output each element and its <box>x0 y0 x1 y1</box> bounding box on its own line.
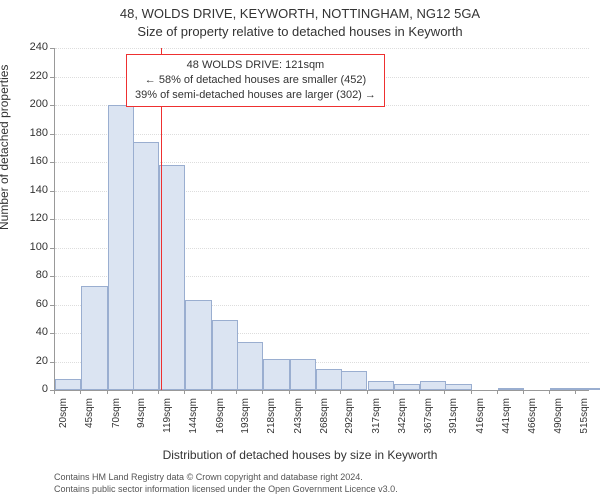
ytick-mark <box>50 191 54 192</box>
xtick-mark <box>419 390 420 394</box>
xtick-mark <box>497 390 498 394</box>
ytick-mark <box>50 276 54 277</box>
ytick-mark <box>50 134 54 135</box>
histogram-bar <box>108 105 134 390</box>
annotation-line2: ← 58% of detached houses are smaller (45… <box>135 73 376 88</box>
ytick-mark <box>50 219 54 220</box>
histogram-bar <box>368 381 394 390</box>
histogram-bar <box>550 388 576 390</box>
chart-title: 48, WOLDS DRIVE, KEYWORTH, NOTTINGHAM, N… <box>0 6 600 21</box>
ytick-mark <box>50 333 54 334</box>
xtick-mark <box>132 390 133 394</box>
histogram-bar <box>341 371 367 390</box>
annotation-line3: 39% of semi-detached houses are larger (… <box>135 88 376 103</box>
xtick-mark <box>54 390 55 394</box>
xtick-mark <box>236 390 237 394</box>
footer-line-1: Contains HM Land Registry data © Crown c… <box>54 472 363 482</box>
histogram-bar <box>498 388 524 390</box>
histogram-bar <box>81 286 107 390</box>
xtick-mark <box>523 390 524 394</box>
xtick-mark <box>289 390 290 394</box>
histogram-bar <box>316 369 342 390</box>
xtick-mark <box>158 390 159 394</box>
xtick-mark <box>393 390 394 394</box>
xtick-mark <box>444 390 445 394</box>
ytick-mark <box>50 248 54 249</box>
footer-line-2: Contains public sector information licen… <box>54 484 398 494</box>
histogram-bar <box>394 384 420 390</box>
histogram-bar <box>185 300 211 390</box>
y-axis-label: Number of detached properties <box>0 65 11 230</box>
histogram-bar <box>420 381 446 390</box>
ytick-mark <box>50 305 54 306</box>
ytick-mark <box>50 362 54 363</box>
xtick-mark <box>80 390 81 394</box>
xtick-mark <box>211 390 212 394</box>
chart-subtitle: Size of property relative to detached ho… <box>0 24 600 39</box>
gridline <box>55 48 589 49</box>
xtick-mark <box>367 390 368 394</box>
xtick-mark <box>549 390 550 394</box>
xtick-mark <box>262 390 263 394</box>
xtick-mark <box>315 390 316 394</box>
histogram-bar <box>237 342 263 390</box>
histogram-bar <box>445 384 471 390</box>
xtick-mark <box>107 390 108 394</box>
xtick-mark <box>340 390 341 394</box>
histogram-bar <box>576 388 600 390</box>
annotation-line1: 48 WOLDS DRIVE: 121sqm <box>135 58 376 73</box>
histogram-bar <box>212 320 238 390</box>
histogram-bar <box>290 359 316 390</box>
histogram-bar <box>263 359 289 390</box>
histogram-bar <box>159 165 185 390</box>
histogram-bar <box>133 142 159 390</box>
histogram-bar <box>55 379 81 390</box>
gridline <box>55 134 589 135</box>
x-axis-label: Distribution of detached houses by size … <box>0 448 600 462</box>
annotation-box: 48 WOLDS DRIVE: 121sqm ← 58% of detached… <box>126 54 385 107</box>
ytick-mark <box>50 48 54 49</box>
ytick-mark <box>50 162 54 163</box>
ytick-mark <box>50 105 54 106</box>
ytick-mark <box>50 77 54 78</box>
xtick-mark <box>471 390 472 394</box>
xtick-mark <box>184 390 185 394</box>
xtick-mark <box>575 390 576 394</box>
